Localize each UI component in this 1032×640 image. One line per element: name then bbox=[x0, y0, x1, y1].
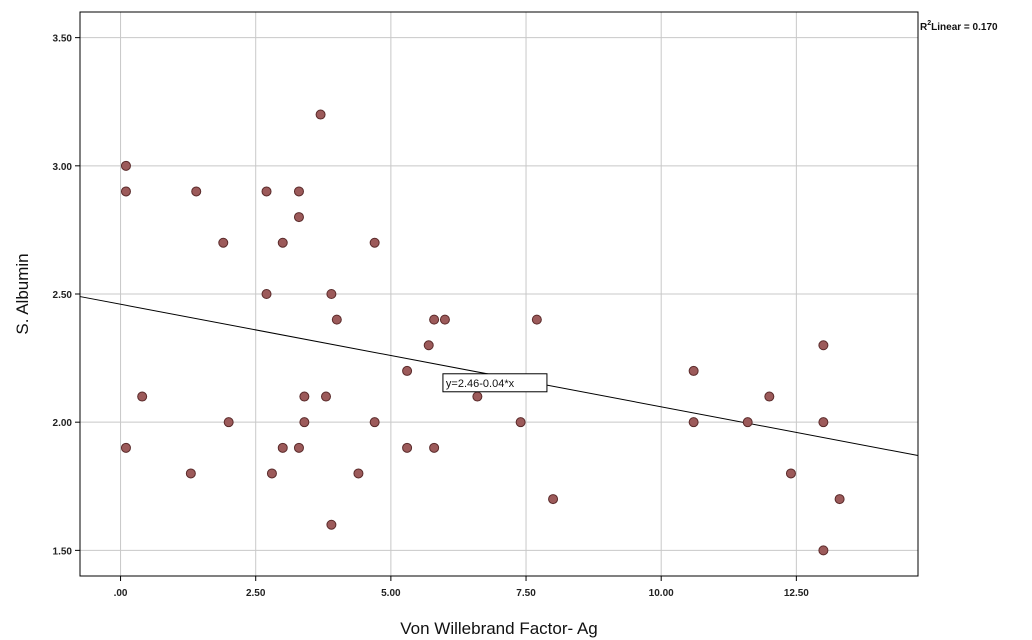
data-point bbox=[218, 237, 229, 248]
y-tick-label: 3.50 bbox=[53, 34, 73, 45]
data-point bbox=[320, 391, 331, 402]
x-tick-label: 5.00 bbox=[381, 588, 401, 599]
x-tick-label: 7.50 bbox=[516, 588, 536, 599]
data-point bbox=[120, 186, 131, 197]
data-point bbox=[818, 417, 829, 428]
data-point bbox=[818, 340, 829, 351]
r2-label: R2Linear = 0.170 bbox=[920, 20, 998, 33]
data-point bbox=[688, 417, 699, 428]
x-tick-label: .00 bbox=[114, 588, 128, 599]
data-point bbox=[293, 442, 304, 453]
data-point bbox=[818, 545, 829, 556]
data-point bbox=[472, 391, 483, 402]
data-point bbox=[402, 442, 413, 453]
data-point bbox=[402, 365, 413, 376]
data-point bbox=[688, 365, 699, 376]
data-point bbox=[277, 442, 288, 453]
data-point bbox=[369, 237, 380, 248]
data-point bbox=[299, 417, 310, 428]
x-tick-label: 2.50 bbox=[246, 588, 266, 599]
x-axis-title: Von Willebrand Factor- Ag bbox=[400, 619, 597, 638]
data-point bbox=[293, 186, 304, 197]
data-point bbox=[834, 494, 845, 505]
grid-layer bbox=[80, 12, 918, 576]
data-point bbox=[785, 468, 796, 479]
y-tick-label: 1.50 bbox=[53, 546, 73, 557]
y-tick-label: 2.50 bbox=[53, 290, 73, 301]
data-point bbox=[429, 442, 440, 453]
data-point bbox=[315, 109, 326, 120]
r2-text: Linear = 0.170 bbox=[931, 22, 998, 33]
x-tick-label: 10.00 bbox=[649, 588, 674, 599]
points-layer bbox=[120, 109, 845, 556]
data-point bbox=[326, 519, 337, 530]
x-tick-label: 12.50 bbox=[784, 588, 809, 599]
data-point bbox=[137, 391, 148, 402]
data-point bbox=[293, 212, 304, 223]
data-point bbox=[548, 494, 559, 505]
data-point bbox=[261, 289, 272, 299]
data-point bbox=[515, 417, 526, 428]
data-point bbox=[331, 314, 342, 325]
data-point bbox=[120, 160, 131, 171]
data-point bbox=[353, 468, 364, 479]
data-point bbox=[261, 186, 272, 197]
y-tick-label: 3.00 bbox=[53, 162, 73, 173]
data-point bbox=[266, 468, 277, 479]
data-point bbox=[223, 417, 234, 428]
data-point bbox=[185, 468, 196, 479]
data-point bbox=[423, 340, 434, 351]
tick-layer: .00 2.50 5.00 7.50 10.00 12.50 1.50 2.00 2.50 3.0… bbox=[53, 34, 810, 599]
data-point bbox=[439, 314, 450, 325]
data-point bbox=[277, 237, 288, 248]
data-point bbox=[326, 289, 337, 299]
data-point bbox=[531, 314, 542, 325]
data-point bbox=[429, 314, 440, 325]
data-point bbox=[299, 391, 310, 402]
data-point bbox=[191, 186, 202, 197]
y-tick-label: 2.00 bbox=[53, 418, 73, 429]
data-point bbox=[764, 391, 775, 402]
equation-text: y=2.46-0.04*x bbox=[446, 378, 515, 390]
data-point bbox=[120, 442, 131, 453]
equation-box bbox=[442, 373, 548, 393]
y-axis-title: S. Albumin bbox=[13, 253, 32, 334]
data-point bbox=[742, 417, 753, 428]
data-point bbox=[369, 417, 380, 428]
equation-label: y=2.46-0.04*x bbox=[442, 373, 548, 393]
